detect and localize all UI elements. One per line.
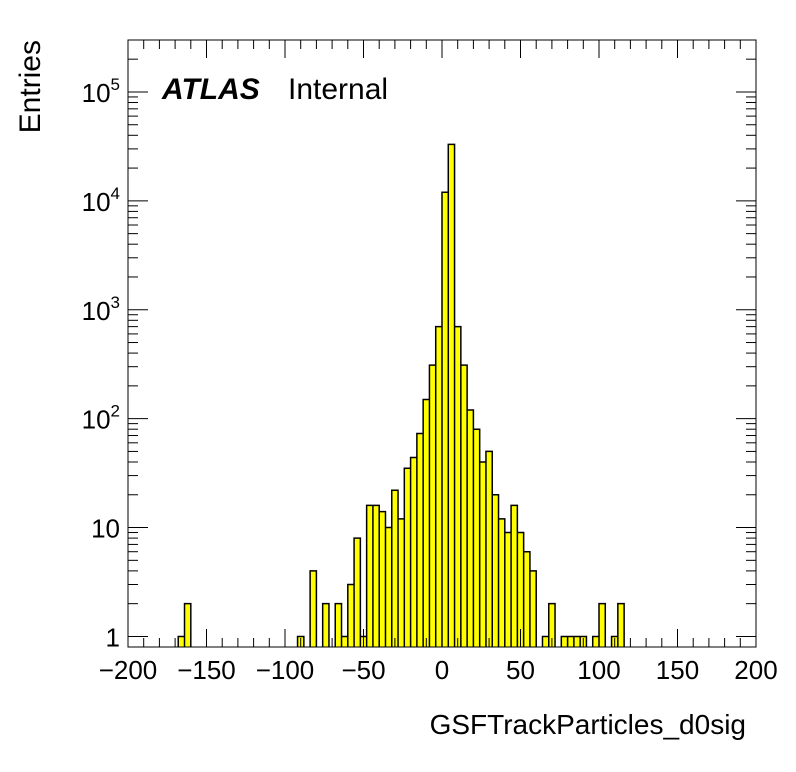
histogram-bar-18 xyxy=(416,433,424,647)
histogram-bar-35 xyxy=(523,551,530,647)
histogram-bar-34 xyxy=(517,532,524,647)
y-tick-label: 103 xyxy=(82,293,120,326)
y-tick-label: 104 xyxy=(82,184,120,217)
histogram-bar-6 xyxy=(341,636,348,647)
x-tick-label: 50 xyxy=(506,655,535,685)
histogram-bar-27 xyxy=(473,429,480,647)
histogram-bar-29 xyxy=(485,451,493,647)
x-tick-label: −100 xyxy=(256,655,315,685)
histogram-bar-14 xyxy=(391,490,399,647)
x-tick-label: −50 xyxy=(341,655,385,685)
x-tick-label: 0 xyxy=(435,655,449,685)
y-axis-label: Entries xyxy=(14,40,47,133)
histogram-bar-33 xyxy=(511,505,518,647)
histogram-bar-1 xyxy=(184,603,191,647)
x-tick-label: −150 xyxy=(177,655,236,685)
histogram-bar-41 xyxy=(573,636,581,647)
histogram-bar-7 xyxy=(347,584,355,647)
axis-ticks xyxy=(127,39,757,647)
y-tick-labels: 1 10 102 103 104 105 xyxy=(82,75,120,652)
histogram-bar-10 xyxy=(366,505,373,647)
histogram-bar-4 xyxy=(322,603,329,647)
histogram-bar-32 xyxy=(504,532,512,647)
histogram-bar-13 xyxy=(385,527,392,647)
histogram-bar-43 xyxy=(592,636,599,647)
x-tick-label: 150 xyxy=(656,655,699,685)
x-tick-labels: −200 −150 −100 −50 0 50 100 150 200 xyxy=(99,655,778,685)
histogram-bar-31 xyxy=(498,518,505,647)
histogram-bars xyxy=(177,143,625,648)
y-tick-label: 102 xyxy=(82,402,120,435)
histogram-bar-5 xyxy=(335,603,342,647)
histogram-bar-23 xyxy=(448,144,455,648)
histogram-bar-44 xyxy=(599,603,606,647)
internal-label: Internal xyxy=(288,73,388,106)
histogram-bar-16 xyxy=(404,468,411,647)
histogram-bar-30 xyxy=(492,494,499,647)
histogram-bar-38 xyxy=(548,603,556,647)
histogram-bar-22 xyxy=(442,192,449,647)
y-tick-label: 105 xyxy=(82,75,120,108)
histogram-bar-36 xyxy=(529,570,537,647)
histogram-bar-21 xyxy=(435,326,442,647)
histogram-bar-20 xyxy=(429,365,436,647)
histogram-bar-0 xyxy=(178,636,185,647)
histogram-bar-17 xyxy=(410,457,417,647)
histogram-outline xyxy=(177,143,625,647)
atlas-label: ATLAS xyxy=(161,73,260,106)
x-tick-label: 200 xyxy=(734,655,777,685)
y-tick-label: 1 xyxy=(106,622,120,652)
plot-frame xyxy=(127,39,757,648)
histogram-bar-8 xyxy=(354,538,361,647)
x-axis-label: GSFTrackParticles_d0sig xyxy=(430,709,746,740)
histogram-bar-12 xyxy=(379,511,386,647)
histogram-bar-3 xyxy=(310,570,317,647)
histogram-bar-46 xyxy=(617,603,625,647)
histogram-bar-26 xyxy=(467,410,474,647)
histogram-bar-24 xyxy=(454,326,461,647)
histogram-bar-28 xyxy=(479,461,486,647)
histogram-bar-25 xyxy=(460,365,468,647)
x-tick-label: −200 xyxy=(99,655,158,685)
histogram-bar-19 xyxy=(423,399,430,647)
histogram-bar-15 xyxy=(398,518,405,647)
x-tick-label: 100 xyxy=(577,655,620,685)
histogram-bar-37 xyxy=(542,636,549,647)
histogram-bar-40 xyxy=(567,636,574,647)
histogram-bar-39 xyxy=(561,636,568,647)
y-tick-label: 10 xyxy=(91,514,120,544)
histogram-bar-11 xyxy=(372,505,380,647)
